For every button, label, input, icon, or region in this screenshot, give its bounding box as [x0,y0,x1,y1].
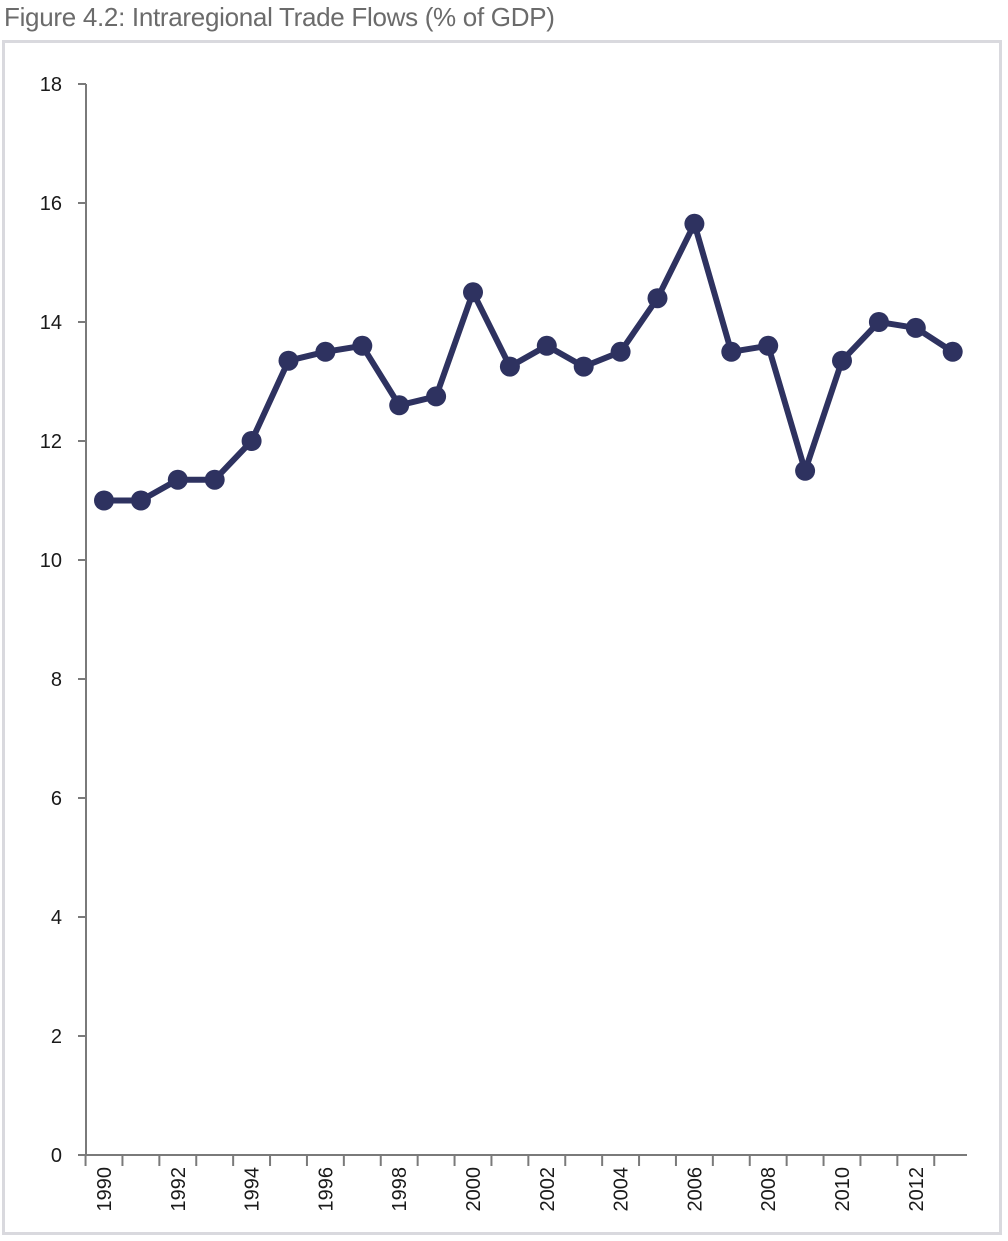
series-line [101,220,956,504]
data-point-2005 [647,288,668,309]
data-point-2006 [684,213,705,234]
data-point-2012 [905,317,926,338]
chart-frame [2,40,1002,1235]
data-point-2008 [758,335,779,356]
y-tick-label-18: 18 [40,74,62,96]
data-point-2007 [721,341,742,362]
y-tick-label-4: 4 [51,907,62,929]
data-point-1992 [167,469,188,490]
data-point-2009 [795,460,816,481]
x-tick-label-2002: 2002 [537,1167,559,1212]
y-tick-label-8: 8 [51,669,62,691]
x-tick-label-2012: 2012 [906,1167,928,1212]
data-point-1991 [130,490,151,511]
data-point-1997 [352,335,373,356]
x-tick-label-2000: 2000 [463,1167,485,1212]
data-point-2013 [942,341,963,362]
data-point-2001 [499,356,520,377]
x-tick-label-2008: 2008 [758,1167,780,1212]
x-tick-label-1994: 1994 [242,1167,264,1212]
data-point-2004 [610,341,631,362]
x-tick-label-1998: 1998 [389,1167,411,1212]
y-axis-ticks: 0 2 4 6 8 10 12 14 16 18 [40,74,86,1167]
data-point-2010 [832,350,852,371]
data-point-2011 [868,312,889,332]
x-tick-label-1996: 1996 [315,1167,337,1212]
data-point-1998 [389,395,410,416]
data-point-1990 [94,490,114,511]
x-tick-label-2004: 2004 [611,1167,633,1212]
data-point-1999 [426,386,447,407]
data-point-1996 [315,341,336,362]
data-point-1994 [241,431,262,451]
chart-axes [85,84,967,1156]
data-point-1993 [204,469,225,490]
x-tick-label-2006: 2006 [684,1167,706,1212]
y-tick-label-0: 0 [51,1145,62,1167]
data-point-1995 [278,350,299,371]
x-tick-label-1992: 1992 [168,1167,190,1212]
data-point-2003 [573,356,594,377]
data-point-2000 [463,282,483,303]
x-axis-ticks: 1990 1992 1994 1996 1998 2000 2002 2004 2006 2008… [84,1155,936,1212]
y-tick-label-6: 6 [51,788,62,810]
figure-title: Figure 4.2: Intraregional Trade Flows (%… [4,2,555,32]
y-tick-label-10: 10 [40,550,62,572]
series-group [94,213,963,511]
y-tick-label-12: 12 [40,431,62,453]
y-tick-label-16: 16 [40,193,62,215]
data-point-2002 [536,335,557,356]
y-tick-label-14: 14 [40,312,62,334]
y-tick-label-2: 2 [51,1026,62,1048]
x-tick-label-1990: 1990 [94,1167,116,1212]
x-tick-label-2010: 2010 [832,1167,854,1212]
